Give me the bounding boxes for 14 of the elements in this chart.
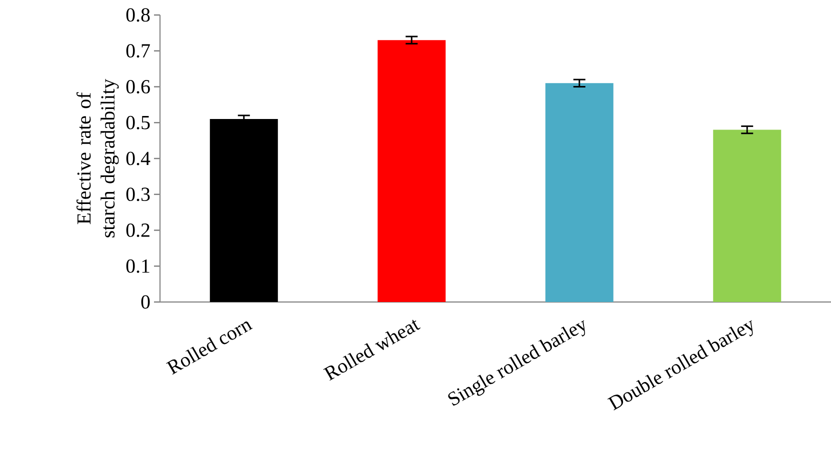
bar bbox=[713, 130, 782, 302]
bar bbox=[210, 119, 278, 302]
y-tick-label: 0.7 bbox=[126, 44, 150, 58]
y-tick-label: 0.1 bbox=[126, 259, 150, 273]
bar bbox=[378, 40, 446, 302]
y-tick-label: 0.5 bbox=[126, 116, 150, 130]
y-tick-label: 0.2 bbox=[126, 223, 150, 237]
bar bbox=[545, 83, 614, 302]
y-axis-title: Effective rate of starch degradability bbox=[76, 78, 119, 238]
y-tick-label: 0.3 bbox=[126, 188, 150, 202]
y-tick-label: 0.6 bbox=[126, 80, 150, 94]
y-tick-label: 0.4 bbox=[126, 152, 150, 166]
y-tick-label: 0 bbox=[141, 295, 150, 309]
y-tick-label: 0.8 bbox=[126, 8, 150, 22]
